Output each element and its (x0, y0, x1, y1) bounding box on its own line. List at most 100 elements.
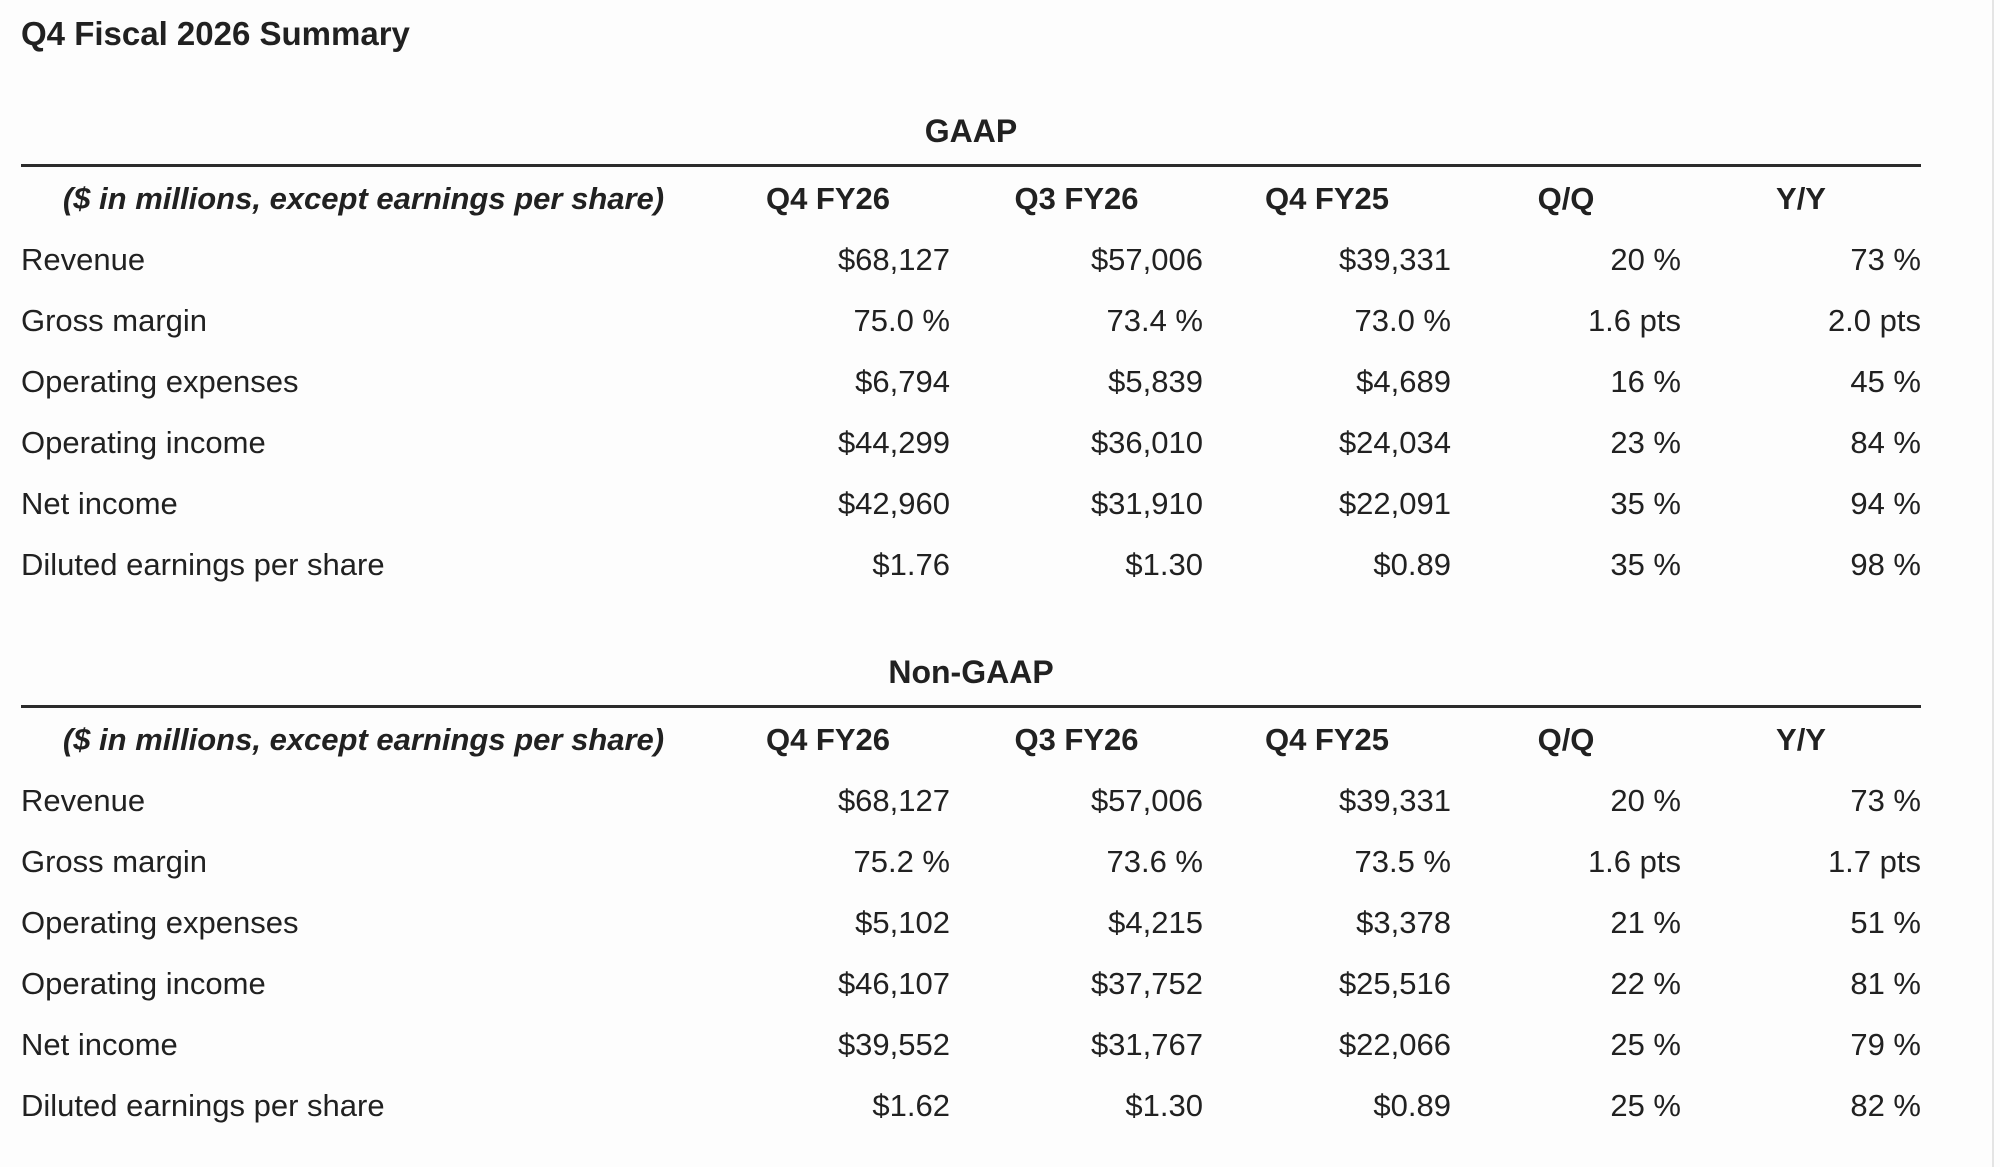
table-row-revenue: Revenue $68,127 $57,006 $39,331 20 % 73 … (21, 770, 1921, 831)
table-row-diluted-eps: Diluted earnings per share $1.76 $1.30 $… (21, 534, 1921, 595)
cell-value: 73.5 % (1354, 844, 1451, 879)
cell-value: 2.0 pts (1827, 303, 1921, 338)
cell-value: 98 % (1850, 547, 1921, 582)
page-title: Q4 Fiscal 2026 Summary (21, 15, 410, 52)
table-row-diluted-eps: Diluted earnings per share $1.62 $1.30 $… (21, 1075, 1921, 1136)
table-row-gross-margin: Gross margin 75.2 % 73.6 % 73.5 % 1.6 pt… (21, 831, 1921, 892)
cell-value: $3,378 (1356, 905, 1451, 940)
non-gaap-units-note: ($ in millions, except earnings per shar… (62, 721, 665, 757)
window-right-border (1992, 0, 1994, 1167)
cell-value: 73.4 % (1106, 303, 1203, 338)
gaap-column-header-q4fy25: Q4 FY25 (1264, 180, 1390, 216)
table-row-net-income: Net income $42,960 $31,910 $22,091 35 % … (21, 473, 1921, 534)
table-row-operating-income: Operating income $46,107 $37,752 $25,516… (21, 953, 1921, 1014)
non-gaap-section: Non-GAAP ($ in millions, except earnings… (21, 652, 1921, 1136)
gaap-table: ($ in millions, except earnings per shar… (21, 164, 1921, 595)
non-gaap-table: ($ in millions, except earnings per shar… (21, 705, 1921, 1136)
row-label: Diluted earnings per share (21, 547, 385, 582)
cell-value: 73.6 % (1106, 844, 1203, 879)
cell-value: $5,839 (1108, 364, 1203, 399)
cell-value: $22,091 (1338, 486, 1451, 521)
cell-value: $39,552 (837, 1027, 950, 1062)
cell-value: $24,034 (1338, 425, 1451, 460)
cell-value: 73 % (1850, 242, 1921, 277)
cell-value: $57,006 (1090, 783, 1203, 818)
cell-value: 1.6 pts (1587, 303, 1681, 338)
cell-value: 20 % (1610, 242, 1681, 277)
gaap-units-note: ($ in millions, except earnings per shar… (62, 180, 665, 216)
cell-value: 35 % (1610, 486, 1681, 521)
gaap-column-header-qq: Q/Q (1537, 180, 1595, 216)
non-gaap-column-header-q4fy26: Q4 FY26 (765, 721, 891, 757)
cell-value: $5,102 (855, 905, 950, 940)
cell-value: 21 % (1610, 905, 1681, 940)
table-row-operating-expenses: Operating expenses $6,794 $5,839 $4,689 … (21, 351, 1921, 412)
cell-value: $1.62 (872, 1088, 950, 1123)
non-gaap-column-header-q4fy25: Q4 FY25 (1264, 721, 1390, 757)
gaap-section: GAAP ($ in millions, except earnings per… (21, 111, 1921, 595)
gaap-column-header-q3fy26: Q3 FY26 (1014, 180, 1139, 216)
gaap-column-header-q4fy26: Q4 FY26 (765, 180, 891, 216)
cell-value: $1.30 (1125, 547, 1203, 582)
cell-value: 35 % (1610, 547, 1681, 582)
cell-value: 23 % (1610, 425, 1681, 460)
cell-value: 51 % (1850, 905, 1921, 940)
cell-value: 1.7 pts (1827, 844, 1921, 879)
cell-value: $1.30 (1125, 1088, 1203, 1123)
cell-value: 20 % (1610, 783, 1681, 818)
table-row-operating-expenses: Operating expenses $5,102 $4,215 $3,378 … (21, 892, 1921, 953)
table-row-operating-income: Operating income $44,299 $36,010 $24,034… (21, 412, 1921, 473)
non-gaap-header-row: ($ in millions, except earnings per shar… (21, 707, 1921, 771)
row-label: Operating expenses (21, 905, 299, 940)
cell-value: 79 % (1850, 1027, 1921, 1062)
gaap-header-row: ($ in millions, except earnings per shar… (21, 166, 1921, 230)
cell-value: $0.89 (1373, 1088, 1451, 1123)
cell-value: 75.0 % (853, 303, 950, 338)
cell-value: $25,516 (1338, 966, 1451, 1001)
row-label: Diluted earnings per share (21, 1088, 385, 1123)
cell-value: 94 % (1850, 486, 1921, 521)
cell-value: 25 % (1610, 1088, 1681, 1123)
row-label: Gross margin (21, 844, 208, 879)
cell-value: $31,910 (1090, 486, 1203, 521)
cell-value: $31,767 (1090, 1027, 1203, 1062)
row-label: Revenue (21, 242, 146, 277)
cell-value: $44,299 (837, 425, 950, 460)
non-gaap-column-header-qq: Q/Q (1537, 721, 1595, 757)
cell-value: $42,960 (837, 486, 950, 521)
cell-value: 22 % (1610, 966, 1681, 1001)
row-label: Gross margin (21, 303, 208, 338)
row-label: Operating expenses (21, 364, 299, 399)
cell-value: 82 % (1850, 1088, 1921, 1123)
table-row-gross-margin: Gross margin 75.0 % 73.4 % 73.0 % 1.6 pt… (21, 290, 1921, 351)
cell-value: 45 % (1850, 364, 1921, 399)
cell-value: 1.6 pts (1587, 844, 1681, 879)
cell-value: $37,752 (1090, 966, 1203, 1001)
cell-value: 73 % (1850, 783, 1921, 818)
cell-value: $36,010 (1090, 425, 1203, 460)
non-gaap-column-header-q3fy26: Q3 FY26 (1014, 721, 1139, 757)
cell-value: 84 % (1850, 425, 1921, 460)
cell-value: $46,107 (837, 966, 950, 1001)
cell-value: $6,794 (855, 364, 950, 399)
cell-value: 16 % (1610, 364, 1681, 399)
cell-value: $4,689 (1356, 364, 1451, 399)
cell-value: $22,066 (1338, 1027, 1451, 1062)
row-label: Revenue (21, 783, 146, 818)
cell-value: $68,127 (837, 783, 950, 818)
cell-value: $39,331 (1338, 783, 1451, 818)
row-label: Net income (21, 1027, 178, 1062)
table-row-net-income: Net income $39,552 $31,767 $22,066 25 % … (21, 1014, 1921, 1075)
cell-value: $68,127 (837, 242, 950, 277)
gaap-section-title: GAAP (924, 113, 1018, 149)
row-label: Operating income (21, 425, 266, 460)
cell-value: $57,006 (1090, 242, 1203, 277)
cell-value: $4,215 (1108, 905, 1203, 940)
row-label: Net income (21, 486, 178, 521)
cell-value: $39,331 (1338, 242, 1451, 277)
cell-value: $1.76 (872, 547, 950, 582)
cell-value: 25 % (1610, 1027, 1681, 1062)
cell-value: 75.2 % (853, 844, 950, 879)
non-gaap-column-header-yy: Y/Y (1776, 721, 1826, 757)
